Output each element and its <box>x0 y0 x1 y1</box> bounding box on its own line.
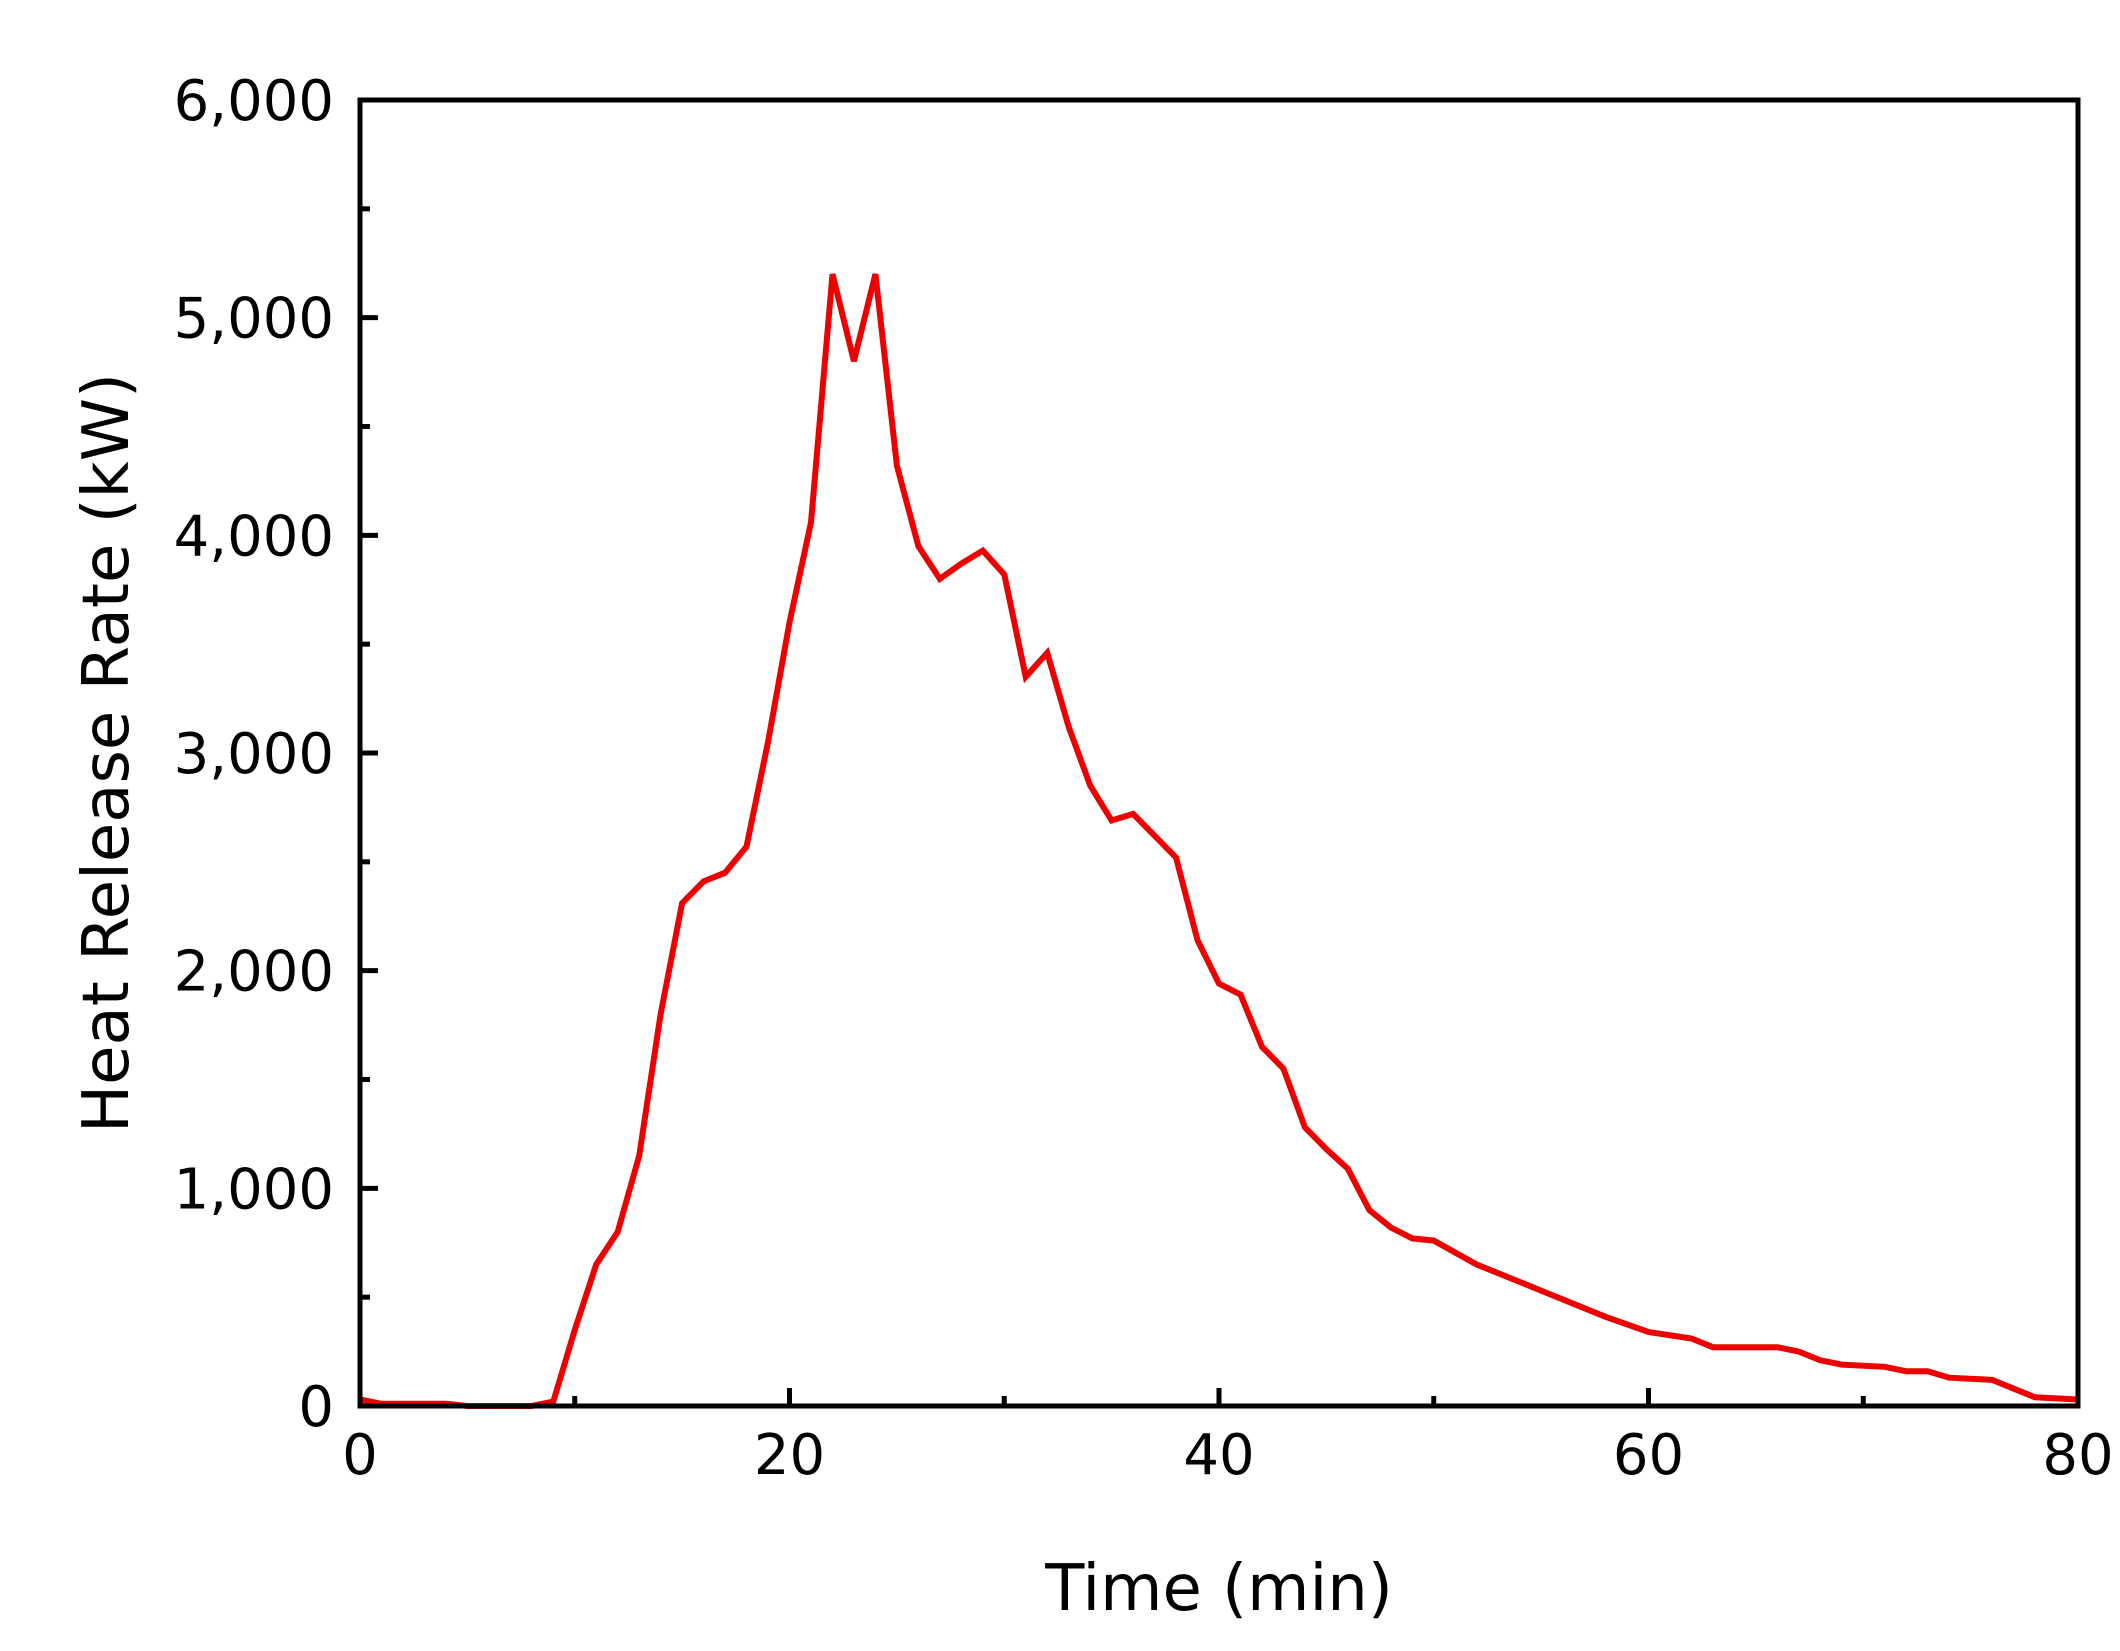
y-tick-label: 4,000 <box>174 504 334 569</box>
series-line <box>359 273 2079 1409</box>
y-tick-labels: 0 1,000 2,000 3,000 4,000 5,000 6,000 <box>174 69 334 1440</box>
plot-frame <box>357 97 2081 1409</box>
y-tick-label: 1,000 <box>174 1157 334 1222</box>
x-tick-labels: 0 20 40 60 80 <box>342 1423 2113 1488</box>
x-axis-title: Time (min) <box>1044 1552 1393 1626</box>
y-tick-label: 5,000 <box>174 287 334 352</box>
axis-ticks <box>357 97 2081 1409</box>
y-tick-label: 2,000 <box>174 940 334 1005</box>
x-tick-label: 0 <box>342 1423 378 1488</box>
x-tick-label: 20 <box>754 1423 825 1488</box>
y-axis-title: Heat Release Rate (kW) <box>70 373 144 1133</box>
x-tick-label: 80 <box>2042 1423 2113 1488</box>
x-tick-label: 40 <box>1183 1423 1254 1488</box>
y-tick-label: 0 <box>298 1375 334 1440</box>
x-tick-label: 60 <box>1613 1423 1684 1488</box>
y-tick-label: 6,000 <box>174 69 334 134</box>
y-tick-label: 3,000 <box>174 722 334 787</box>
